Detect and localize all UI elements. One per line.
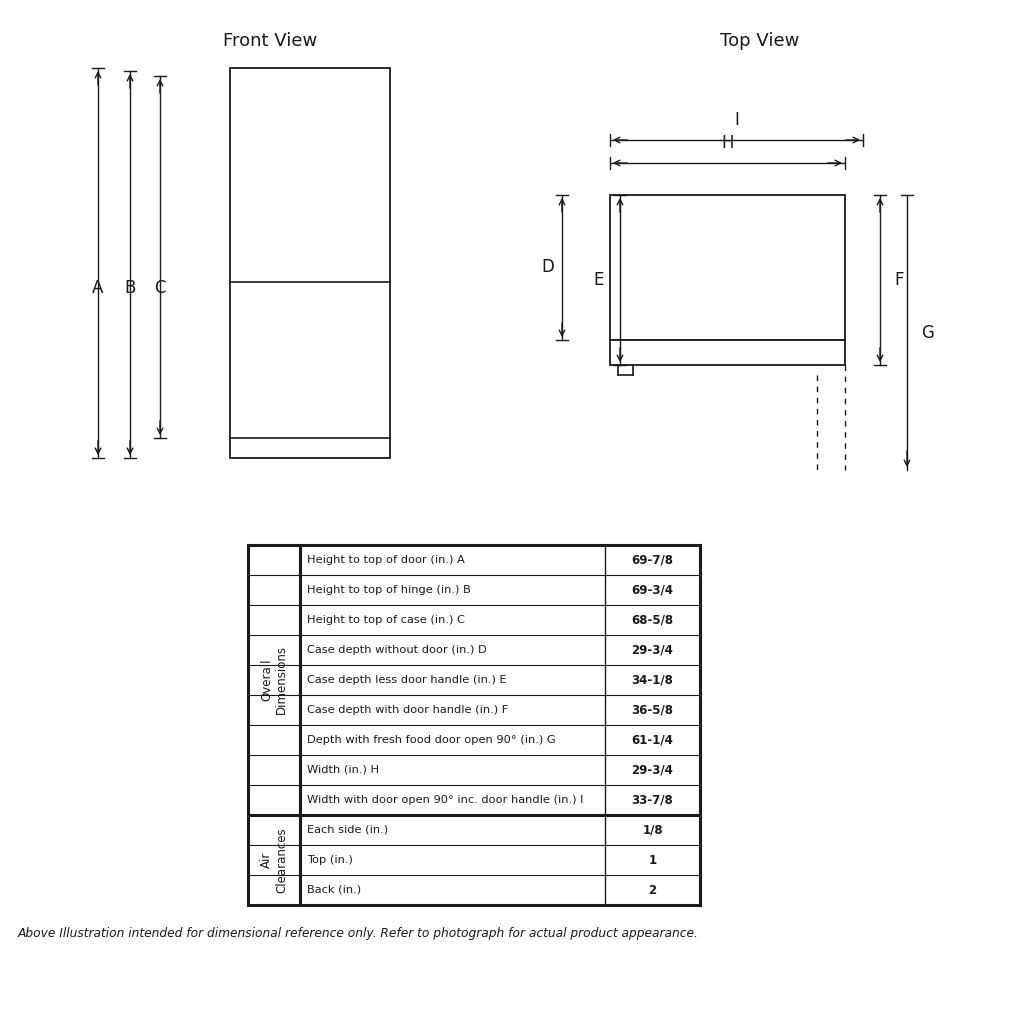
Text: Overall
Dimensions: Overall Dimensions	[260, 645, 288, 715]
Bar	[610, 195, 845, 340]
Text: B: B	[124, 279, 136, 297]
Text: 1: 1	[648, 853, 656, 866]
Text: 2: 2	[648, 884, 656, 896]
Text: Air
Clearances: Air Clearances	[260, 827, 288, 893]
Text: A: A	[92, 279, 103, 297]
Text: 1/8: 1/8	[642, 823, 663, 837]
Text: F: F	[894, 271, 903, 289]
Text: C: C	[155, 279, 166, 297]
Text: 69-3/4: 69-3/4	[632, 584, 674, 597]
Text: 34-1/8: 34-1/8	[632, 674, 674, 686]
Text: E: E	[594, 271, 604, 289]
Text: H: H	[721, 134, 734, 152]
Text: Back (in.): Back (in.)	[307, 885, 361, 895]
Text: Case depth without door (in.) D: Case depth without door (in.) D	[307, 645, 486, 655]
Bar	[248, 545, 700, 905]
Text: Case depth less door handle (in.) E: Case depth less door handle (in.) E	[307, 675, 507, 685]
Text: Top (in.): Top (in.)	[307, 855, 353, 865]
Text: Each side (in.): Each side (in.)	[307, 825, 388, 835]
Text: 33-7/8: 33-7/8	[632, 794, 674, 807]
Text: 29-3/4: 29-3/4	[632, 764, 674, 776]
Text: Depth with fresh food door open 90° (in.) G: Depth with fresh food door open 90° (in.…	[307, 735, 556, 745]
Text: Width with door open 90° inc. door handle (in.) I: Width with door open 90° inc. door handl…	[307, 795, 584, 805]
Text: Height to top of door (in.) A: Height to top of door (in.) A	[307, 555, 465, 565]
Text: Front View: Front View	[223, 32, 317, 50]
Text: 36-5/8: 36-5/8	[632, 703, 674, 717]
Bar	[230, 68, 390, 458]
Text: Case depth with door handle (in.) F: Case depth with door handle (in.) F	[307, 705, 508, 715]
Text: 68-5/8: 68-5/8	[632, 613, 674, 627]
Text: Height to top of case (in.) C: Height to top of case (in.) C	[307, 615, 465, 625]
Text: I: I	[734, 111, 739, 129]
Bar	[610, 340, 845, 365]
Text: D: D	[542, 258, 554, 276]
Text: Width (in.) H: Width (in.) H	[307, 765, 379, 775]
Text: Above Illustration intended for dimensional reference only. Refer to photograph : Above Illustration intended for dimensio…	[18, 927, 698, 940]
Text: G: G	[921, 324, 934, 341]
Text: 69-7/8: 69-7/8	[632, 554, 674, 566]
Text: Top View: Top View	[720, 32, 800, 50]
Text: Height to top of hinge (in.) B: Height to top of hinge (in.) B	[307, 585, 471, 595]
Text: 29-3/4: 29-3/4	[632, 643, 674, 656]
Text: 61-1/4: 61-1/4	[632, 733, 674, 746]
